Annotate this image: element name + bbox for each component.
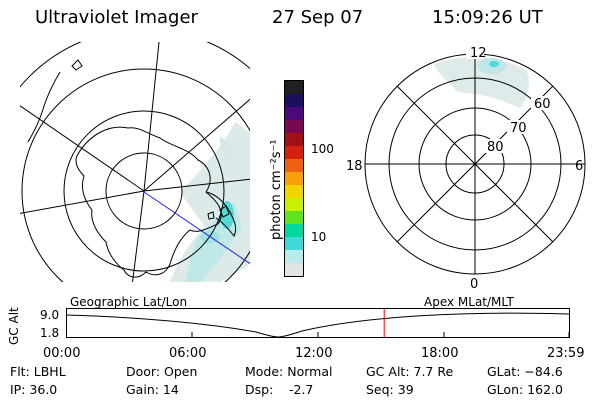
lat-circle-2 [63, 110, 225, 272]
altitude-xtick-1200: 12:00 [295, 346, 333, 361]
altitude-ylabel: GC Alt [7, 307, 21, 345]
peninsula-outline [205, 191, 237, 237]
south-america-tip [27, 71, 61, 143]
colorbar-segment [285, 211, 303, 224]
island-outline [71, 59, 83, 71]
geographic-map [20, 42, 250, 282]
colorbar-segment [285, 250, 303, 263]
glat-info: GLat: −84.6 [487, 364, 563, 379]
geo-panel-caption: Geographic Lat/Lon [70, 295, 188, 309]
colorbar-segment [285, 185, 303, 198]
mlt-label-18: 18 [346, 159, 363, 174]
colorbar-segment [285, 263, 303, 276]
altitude-ytick-1-8: 1.8 [40, 326, 60, 340]
colorbar-segment [285, 224, 303, 237]
mlt-label-12: 12 [470, 46, 487, 61]
colorbar-segment [285, 146, 303, 159]
mlt-diagonal-2 [396, 85, 554, 243]
aurora-emission-mlt [434, 57, 529, 108]
lat-circle-3 [21, 68, 250, 282]
altitude-ytick-9: 9.0 [40, 308, 60, 322]
altitude-xtick-1800: 18:00 [421, 346, 459, 361]
colorbar [284, 80, 304, 277]
mlat-label-60: 60 [534, 97, 551, 112]
dsp-label: Dsp: [245, 382, 274, 397]
altitude-curve [66, 312, 570, 338]
altitude-xtick-2359: 23:59 [547, 346, 585, 361]
mlt-label-0: 0 [470, 277, 478, 292]
time-label: 15:09:26 UT [432, 7, 543, 28]
mlat-label-70: 70 [510, 121, 527, 136]
dsp-value: -2.7 [289, 382, 314, 397]
altitude-xtick-0600: 06:00 [169, 346, 207, 361]
altitude-xtick-0000: 00:00 [43, 346, 81, 361]
glon-info: GLon: 162.0 [487, 382, 563, 397]
mlt-label-6: 6 [575, 159, 583, 174]
mode-info: Mode: Normal [245, 364, 333, 379]
colorbar-segment [285, 198, 303, 211]
colorbar-segment [285, 133, 303, 146]
filter-info: Flt: LBHL [10, 364, 66, 379]
colorbar-segment [285, 120, 303, 133]
mlat-label-80: 80 [487, 140, 504, 155]
colorbar-segment [285, 159, 303, 172]
meridian-5 [132, 190, 145, 282]
colorbar-unit-label: photon cm⁻²s⁻¹ [269, 139, 284, 240]
island-outline-3 [207, 211, 215, 220]
meridian-1 [143, 42, 160, 192]
seq-info: Seq: 39 [366, 382, 414, 397]
apex-polar-grid: 12 18 6 0 60 70 80 [346, 45, 586, 292]
altitude-plot-frame [66, 308, 570, 338]
satellite-track [143, 191, 250, 265]
date-label: 27 Sep 07 [272, 7, 364, 28]
meridian-6 [143, 178, 250, 192]
meridian-3 [20, 105, 145, 192]
colorbar-segment [285, 237, 303, 250]
gc-alt-info: GC Alt: 7.7 Re [366, 364, 454, 379]
instrument-title: Ultraviolet Imager [35, 7, 198, 28]
door-info: Door: Open [126, 364, 198, 379]
meridian-4 [20, 190, 145, 214]
meridian-2 [143, 98, 250, 192]
lat-circle-1 [105, 152, 183, 230]
colorbar-segment [285, 81, 303, 94]
colorbar-tick-100: 100 [311, 142, 334, 156]
colorbar-segment [285, 172, 303, 185]
colorbar-tick-10: 10 [311, 230, 327, 244]
gain-info: Gain: 14 [126, 382, 179, 397]
mag-panel-caption: Apex MLat/MLT [424, 295, 514, 309]
altitude-plot [66, 308, 570, 338]
island-outline-2 [219, 205, 230, 218]
colorbar-segment [285, 107, 303, 120]
ip-info: IP: 36.0 [10, 382, 58, 397]
antarctica-coastline [75, 126, 222, 278]
colorbar-segment [285, 94, 303, 107]
